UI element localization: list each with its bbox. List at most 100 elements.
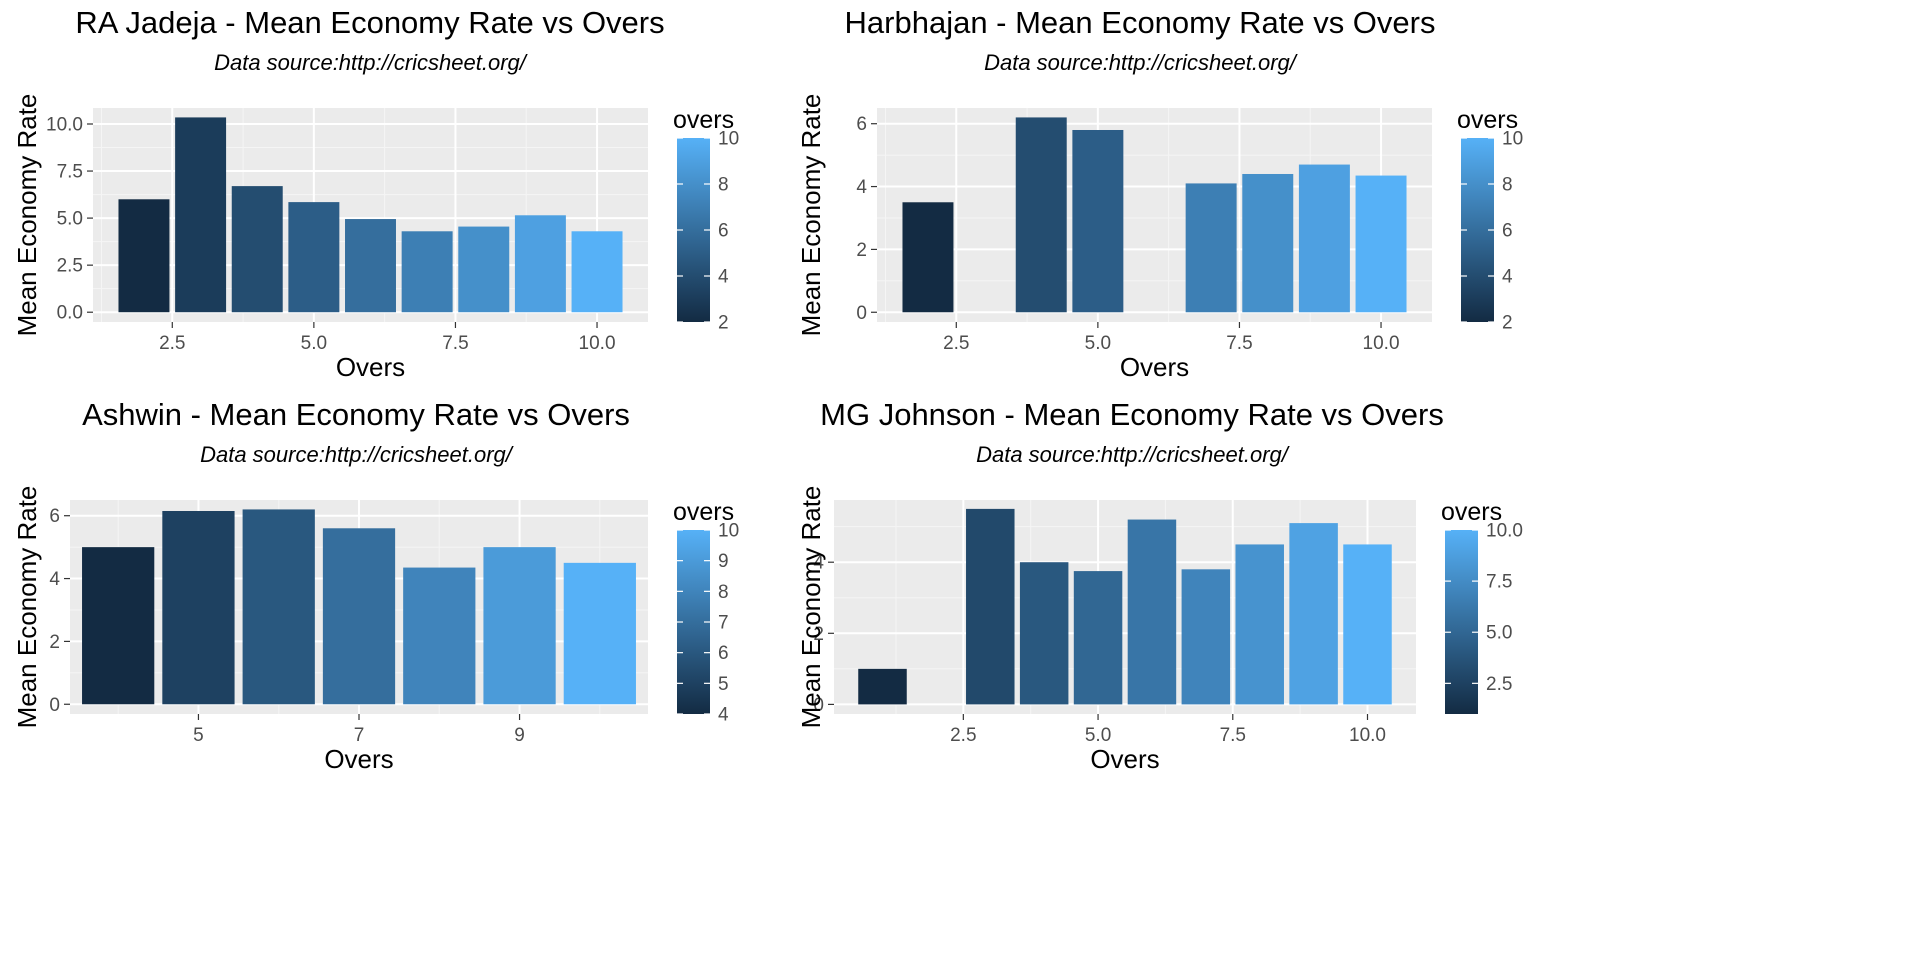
bar xyxy=(322,528,396,705)
bar xyxy=(1127,519,1177,705)
x-axis-title: Overs xyxy=(324,744,393,774)
chart-subtitle: Data source:http://cricsheet.org/ xyxy=(200,442,514,467)
bar xyxy=(1181,569,1231,705)
legend-tick-label: 6 xyxy=(1502,221,1513,242)
x-tick-label: 5.0 xyxy=(1085,725,1111,746)
bar xyxy=(231,186,283,313)
bar xyxy=(858,668,907,705)
y-tick-label: 6 xyxy=(49,506,60,527)
x-tick-label: 7 xyxy=(354,725,365,746)
y-axis-title: Mean Economy Rate xyxy=(12,94,42,337)
bar xyxy=(563,562,636,705)
bar xyxy=(1019,562,1069,705)
y-tick-label: 5.0 xyxy=(57,209,83,230)
chart-subtitle: Data source:http://cricsheet.org/ xyxy=(984,50,1298,75)
legend-tick-label: 9 xyxy=(718,551,729,572)
x-tick-label: 10.0 xyxy=(1349,725,1386,746)
y-tick-label: 2 xyxy=(49,632,60,653)
x-tick-label: 2.5 xyxy=(159,333,185,354)
chart-subtitle: Data source:http://cricsheet.org/ xyxy=(976,442,1290,467)
bar xyxy=(1242,173,1294,313)
legend-tick-label: 8 xyxy=(1502,175,1513,196)
bar xyxy=(1185,183,1237,313)
x-axis-title: Overs xyxy=(336,352,405,382)
x-tick-label: 2.5 xyxy=(950,725,976,746)
y-tick-label: 2 xyxy=(856,240,867,261)
legend-tick-label: 4 xyxy=(718,705,729,726)
legend-tick-label: 10 xyxy=(1502,129,1523,150)
x-tick-label: 5 xyxy=(193,725,204,746)
bar xyxy=(345,219,396,313)
bar xyxy=(514,215,566,313)
y-tick-label: 7.5 xyxy=(57,162,83,183)
bar xyxy=(162,510,235,705)
bar xyxy=(1015,117,1067,313)
bar xyxy=(401,231,453,313)
bar xyxy=(1355,175,1407,313)
y-tick-label: 0.0 xyxy=(57,303,83,324)
bar xyxy=(1298,164,1350,313)
chart-title: Ashwin - Mean Economy Rate vs Overs xyxy=(82,397,630,432)
bar xyxy=(288,202,340,313)
y-tick-label: 10.0 xyxy=(46,114,83,135)
legend-tick-label: 2.5 xyxy=(1486,674,1512,695)
bar xyxy=(902,202,954,313)
bar xyxy=(966,508,1015,705)
bar xyxy=(458,226,510,313)
y-tick-label: 0 xyxy=(856,303,867,324)
bar xyxy=(1235,544,1284,705)
y-tick-label: 4 xyxy=(49,569,60,590)
legend-tick-label: 6 xyxy=(718,221,729,242)
bar xyxy=(175,117,227,313)
y-tick-label: 6 xyxy=(856,114,867,135)
x-tick-label: 7.5 xyxy=(1226,333,1252,354)
y-tick-label: 4 xyxy=(856,177,867,198)
bar xyxy=(571,231,623,313)
legend-tick-label: 6 xyxy=(718,643,729,664)
chart-title: RA Jadeja - Mean Economy Rate vs Overs xyxy=(75,5,664,40)
bar xyxy=(403,567,476,705)
legend-tick-label: 4 xyxy=(1502,267,1513,288)
y-axis-title: Mean Economy Rate xyxy=(12,486,42,729)
x-tick-label: 5.0 xyxy=(301,333,327,354)
y-tick-label: 0 xyxy=(813,695,824,716)
bar xyxy=(118,199,170,313)
legend-tick-label: 5 xyxy=(718,674,729,695)
y-tick-label: 2.5 xyxy=(57,256,83,277)
legend-tick-label: 2 xyxy=(718,313,729,334)
legend-tick-label: 8 xyxy=(718,175,729,196)
chart-panel-1: RA Jadeja - Mean Economy Rate vs Overs Da… xyxy=(12,5,739,382)
legend-colorbar xyxy=(1445,530,1478,714)
x-tick-label: 10.0 xyxy=(1363,333,1400,354)
legend-tick-label: 10 xyxy=(718,521,739,542)
legend-tick-label: 2 xyxy=(1502,313,1513,334)
y-axis-title: Mean Economy Rate xyxy=(796,486,826,729)
legend-tick-label: 5.0 xyxy=(1486,623,1512,644)
chart-title: Harbhajan - Mean Economy Rate vs Overs xyxy=(845,5,1436,40)
x-axis-title: Overs xyxy=(1090,744,1159,774)
x-tick-label: 7.5 xyxy=(1220,725,1246,746)
legend-tick-label: 10.0 xyxy=(1486,521,1523,542)
legend-title: overs xyxy=(673,498,734,526)
y-tick-label: 4 xyxy=(813,553,824,574)
legend-tick-label: 4 xyxy=(718,267,729,288)
x-tick-label: 2.5 xyxy=(943,333,969,354)
chart-subtitle: Data source:http://cricsheet.org/ xyxy=(214,50,528,75)
legend-tick-label: 7 xyxy=(718,613,729,634)
bar xyxy=(1343,544,1392,705)
bar xyxy=(1289,523,1338,705)
bar xyxy=(483,547,556,705)
bar xyxy=(82,547,155,705)
x-tick-label: 7.5 xyxy=(442,333,468,354)
chart-panel-4: MG Johnson - Mean Economy Rate vs Overs D… xyxy=(796,397,1523,774)
y-tick-label: 2 xyxy=(813,624,824,645)
x-tick-label: 9 xyxy=(514,725,525,746)
chart-panel-2: Harbhajan - Mean Economy Rate vs Overs Da… xyxy=(796,5,1523,382)
legend-tick-label: 8 xyxy=(718,582,729,603)
y-axis-title: Mean Economy Rate xyxy=(796,94,826,337)
legend-tick-label: 10 xyxy=(718,129,739,150)
legend-title: overs xyxy=(673,106,734,134)
x-tick-label: 5.0 xyxy=(1085,333,1111,354)
x-tick-label: 10.0 xyxy=(579,333,616,354)
